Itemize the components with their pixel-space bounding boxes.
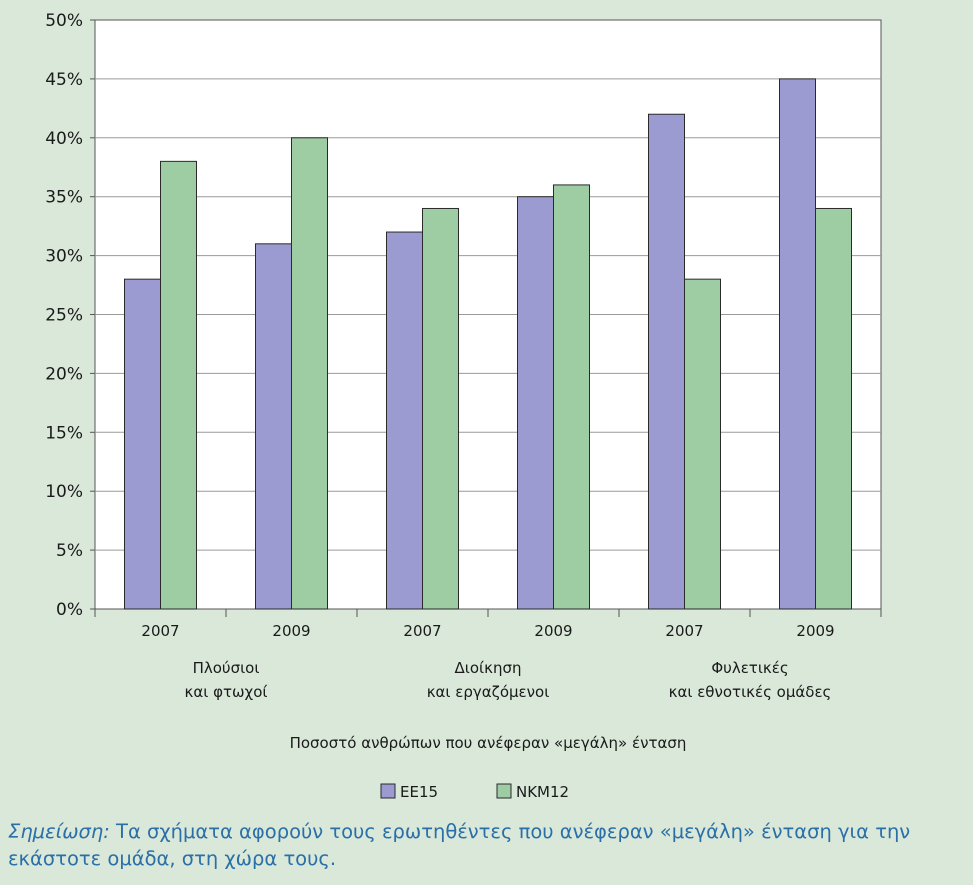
- x-tick-label: 2007: [141, 622, 179, 640]
- bar-nkm12: [422, 207, 459, 610]
- y-tick-label: 5%: [56, 541, 83, 561]
- bar-nkm12: [291, 137, 328, 610]
- note-label: Σημείωση:: [8, 820, 110, 843]
- legend-swatch-ee15: [380, 783, 396, 799]
- chart-note: Σημείωση: Τα σχήματα αφορούν τους ερωτηθ…: [8, 818, 968, 872]
- note-text: Τα σχήματα αφορούν τους ερωτηθέντες που …: [8, 820, 911, 870]
- bar-ee15: [517, 196, 554, 610]
- x-tick-label: 2007: [665, 622, 703, 640]
- group-label: Φυλετικές: [711, 659, 788, 677]
- y-tick-label: 0%: [56, 600, 83, 620]
- x-tick-label: 2009: [534, 622, 572, 640]
- y-tick-label: 25%: [45, 306, 83, 326]
- bar-chart: 0% 5% 10% 15% 20% 25% 30% 35% 40% 45% 50% 2007 2009…: [45, 11, 882, 801]
- y-tick-label: 40%: [45, 129, 83, 149]
- gridlines: [95, 78, 881, 551]
- y-tick-label: 20%: [45, 364, 83, 384]
- bar-ee15: [779, 78, 816, 610]
- bar-ee15: [386, 231, 423, 610]
- legend-swatch-nkm12: [496, 783, 512, 799]
- bar-ee15: [255, 243, 292, 610]
- y-tick-label: 35%: [45, 188, 83, 208]
- group-label: Πλούσιοι: [193, 659, 260, 677]
- x-axis-ticks: 2007 2009 2007 2009 2007 2009: [94, 609, 882, 640]
- legend-label-ee15: EE15: [400, 783, 438, 801]
- bar-nkm12: [160, 160, 197, 610]
- group-label: και εθνοτικές ομάδες: [669, 683, 832, 701]
- y-tick-label: 50%: [45, 11, 83, 31]
- bar-ee15: [648, 113, 685, 610]
- group-label: και φτωχοί: [185, 683, 268, 701]
- group-label: και εργαζόμενοι: [427, 683, 550, 701]
- x-tick-label: 2007: [403, 622, 441, 640]
- legend-label-nkm12: NKM12: [516, 783, 569, 801]
- bar-ee15: [124, 278, 161, 610]
- bar-nkm12: [684, 278, 721, 610]
- x-axis-label: Ποσοστό ανθρώπων που ανέφεραν «μεγάλη» έ…: [290, 734, 687, 752]
- y-tick-label: 15%: [45, 423, 83, 443]
- bar-nkm12: [553, 184, 590, 610]
- y-tick-label: 45%: [45, 70, 83, 90]
- x-tick-label: 2009: [272, 622, 310, 640]
- y-tick-label: 10%: [45, 482, 83, 502]
- bar-nkm12: [815, 207, 852, 610]
- y-axis-ticks: 0% 5% 10% 15% 20% 25% 30% 35% 40% 45% 50%: [45, 11, 95, 620]
- legend: EE15 NKM12: [380, 783, 569, 801]
- group-label: Διοίκηση: [455, 659, 522, 677]
- y-tick-label: 30%: [45, 247, 83, 267]
- group-labels: Πλούσιοι και φτωχοί Διοίκηση και εργαζόμενο…: [185, 659, 832, 701]
- bars: [124, 78, 852, 610]
- x-tick-label: 2009: [796, 622, 834, 640]
